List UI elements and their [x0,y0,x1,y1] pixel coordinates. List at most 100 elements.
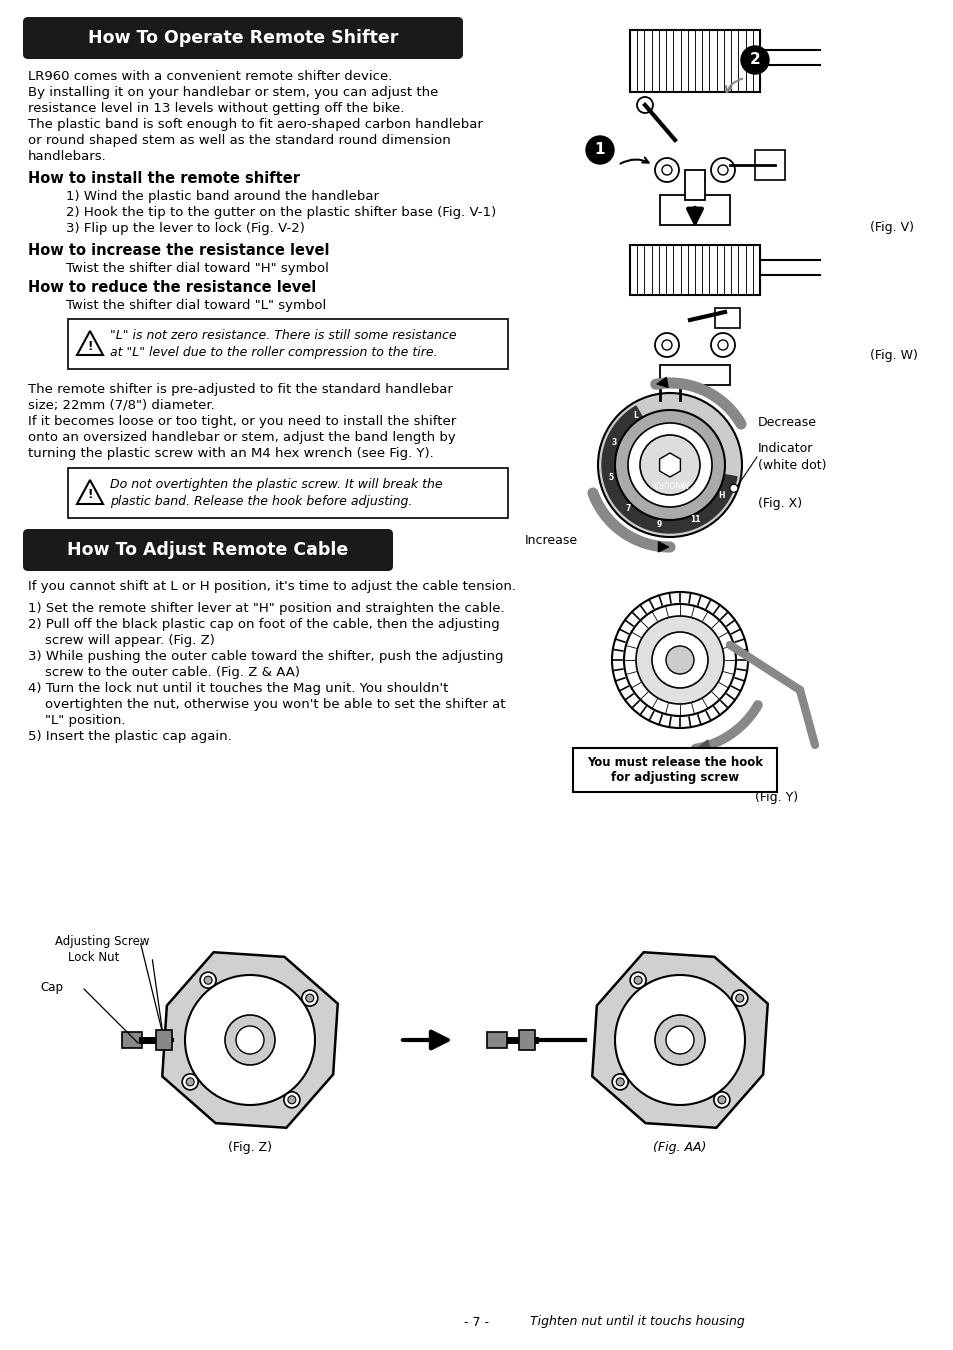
Circle shape [306,994,314,1002]
Text: screw will appear. (Fig. Z): screw will appear. (Fig. Z) [28,634,214,647]
Bar [156,1030,172,1050]
Bar [716,30,723,92]
Circle shape [585,136,614,163]
Text: MINOURA: MINOURA [651,478,687,487]
Circle shape [615,410,724,520]
Polygon shape [77,331,103,355]
Text: 2: 2 [749,53,760,68]
Polygon shape [601,406,737,533]
Circle shape [718,165,727,176]
Text: How to reduce the resistance level: How to reduce the resistance level [28,279,315,296]
Bar [665,30,673,92]
Text: Twist the shifter dial toward "L" symbol: Twist the shifter dial toward "L" symbol [66,298,326,312]
Bar [673,244,679,296]
Text: "L" position.: "L" position. [28,714,126,728]
Circle shape [204,976,212,984]
Polygon shape [162,952,337,1127]
Circle shape [623,603,735,716]
FancyBboxPatch shape [68,468,507,518]
Bar [730,244,738,296]
Bar [659,194,729,225]
Text: (Fig. Z): (Fig. Z) [228,1142,272,1154]
Polygon shape [592,952,767,1127]
Text: !: ! [88,339,92,352]
Text: or round shaped stem as well as the standard round dimension: or round shaped stem as well as the stan… [28,134,450,147]
Bar [709,30,716,92]
Bar [738,244,745,296]
FancyBboxPatch shape [573,748,776,792]
Bar [730,30,738,92]
Bar [714,308,740,328]
Bar [659,244,665,296]
Bar [687,30,695,92]
Bar [665,244,673,296]
Text: 7: 7 [625,504,630,513]
Bar [486,1031,506,1048]
Circle shape [200,972,216,988]
Text: 4) Turn the lock nut until it touches the Mag unit. You shouldn't: 4) Turn the lock nut until it touches th… [28,682,448,695]
Circle shape [655,333,679,356]
Text: 1) Set the remote shifter lever at "H" position and straighten the cable.: 1) Set the remote shifter lever at "H" p… [28,602,504,616]
Text: Do not overtighten the plastic screw. It will break the
plastic band. Release th: Do not overtighten the plastic screw. It… [110,478,442,508]
FancyBboxPatch shape [68,319,507,369]
Text: resistance level in 13 levels without getting off the bike.: resistance level in 13 levels without ge… [28,103,404,115]
Bar [651,30,659,92]
Bar [122,1031,142,1048]
Bar [629,244,760,296]
Bar [684,170,704,200]
Polygon shape [659,454,679,477]
Text: You must release the hook
for adjusting screw: You must release the hook for adjusting … [586,756,762,784]
Circle shape [710,333,734,356]
Circle shape [182,1073,198,1089]
Text: 2) Hook the tip to the gutter on the plastic shifter base (Fig. V-1): 2) Hook the tip to the gutter on the pla… [66,207,496,219]
Bar [738,30,745,92]
Text: L: L [633,412,638,420]
Text: 11: 11 [689,514,700,524]
Bar [518,1030,535,1050]
Bar [695,244,701,296]
Bar [679,244,687,296]
Text: 2) Pull off the black plastic cap on foot of the cable, then the adjusting: 2) Pull off the black plastic cap on foo… [28,618,499,630]
Bar [709,244,716,296]
Circle shape [661,340,671,350]
Circle shape [598,393,741,537]
Circle shape [288,1096,295,1104]
Bar [637,30,644,92]
Circle shape [735,994,743,1002]
Bar [754,150,784,180]
Text: Decrease: Decrease [758,417,816,429]
Bar [716,244,723,296]
Text: handlebars.: handlebars. [28,150,107,163]
Text: - 7 -: - 7 - [464,1315,489,1328]
Circle shape [612,1073,627,1089]
Bar [644,30,651,92]
Text: The remote shifter is pre-adjusted to fit the standard handlebar: The remote shifter is pre-adjusted to fi… [28,383,453,396]
Circle shape [655,1015,704,1065]
Text: 9: 9 [657,520,661,529]
Bar [752,244,760,296]
Text: By installing it on your handlebar or stem, you can adjust the: By installing it on your handlebar or st… [28,86,438,99]
Circle shape [301,990,317,1006]
Text: 1: 1 [594,143,604,158]
Bar [752,30,760,92]
Text: H: H [718,490,724,500]
Text: Adjusting Screw: Adjusting Screw [55,936,150,948]
FancyBboxPatch shape [23,18,462,59]
Circle shape [740,46,768,74]
Circle shape [637,97,652,113]
Circle shape [665,647,693,674]
Circle shape [615,975,744,1106]
Text: LR960 comes with a convenient remote shifter device.: LR960 comes with a convenient remote shi… [28,70,392,82]
Text: How to increase the resistance level: How to increase the resistance level [28,243,329,258]
Circle shape [710,158,734,182]
Text: (Fig. W): (Fig. W) [869,348,917,362]
Text: "L" is not zero resistance. There is still some resistance
at "L" level due to t: "L" is not zero resistance. There is sti… [110,329,456,359]
Circle shape [634,976,641,984]
Circle shape [639,435,700,495]
Circle shape [284,1092,299,1108]
Bar [673,30,679,92]
Circle shape [630,972,645,988]
Circle shape [627,423,711,508]
Circle shape [717,1096,725,1104]
Circle shape [718,340,727,350]
